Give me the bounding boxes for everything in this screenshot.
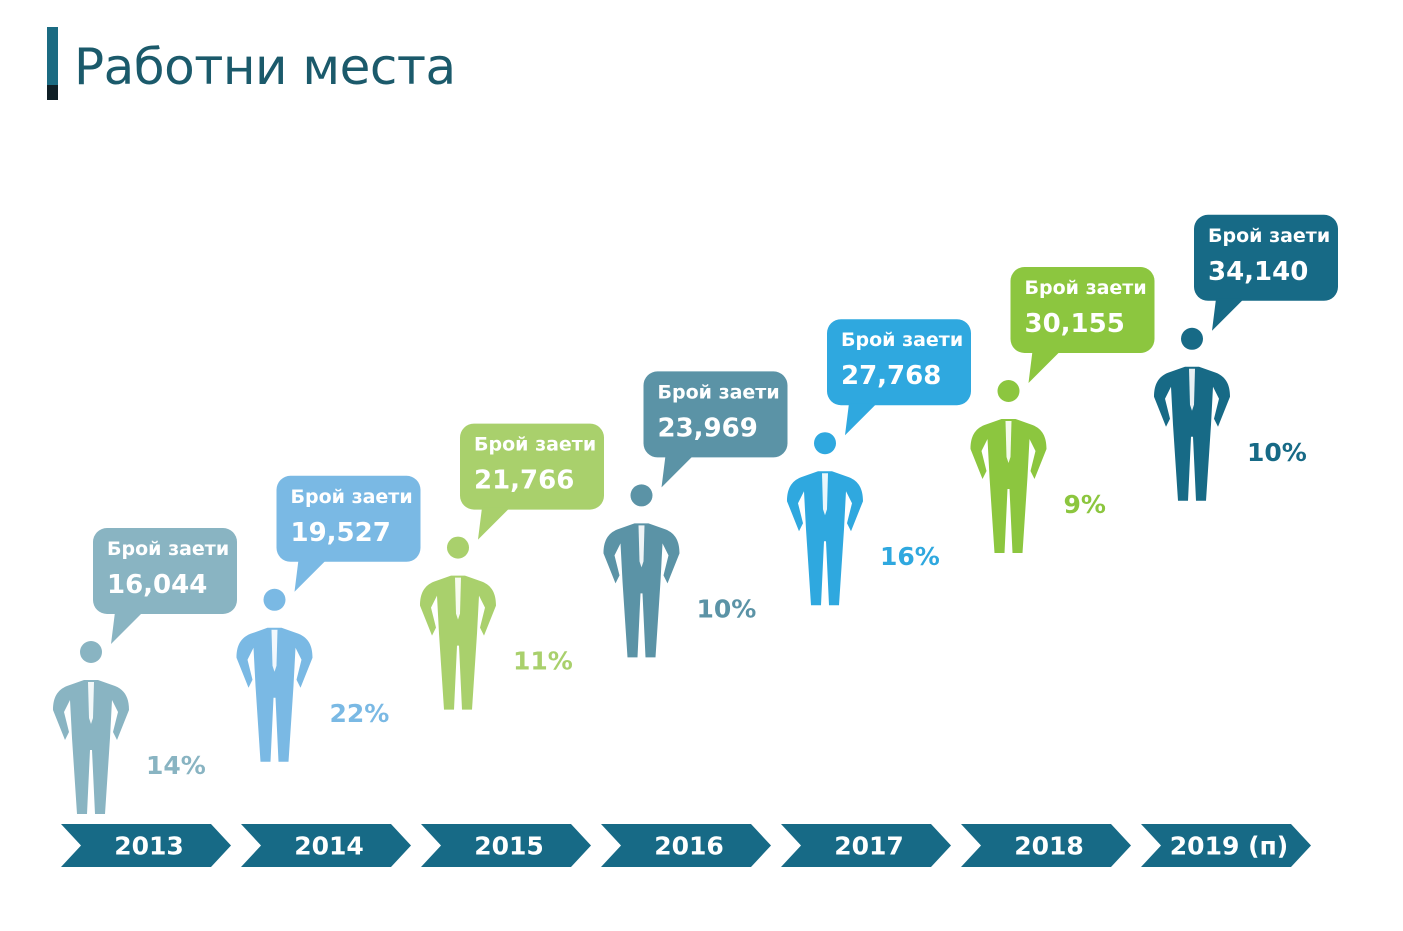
person-figure-2019 xyxy=(1154,327,1230,501)
year-arrow-2017 xyxy=(781,824,951,867)
employed-value-2014: 19,527 xyxy=(291,518,391,548)
employed-value-2018: 30,155 xyxy=(1025,309,1125,339)
speech-bubble-2014: Брой заети 19,527 xyxy=(276,475,421,592)
year-label-2013: 2013 xyxy=(114,832,184,861)
growth-label-2014: 22% xyxy=(330,699,390,728)
employed-value-2019: 34,140 xyxy=(1208,257,1308,287)
year-arrow-2018 xyxy=(961,824,1131,867)
year-arrow-2015 xyxy=(421,824,591,867)
person-figure-2017 xyxy=(787,432,863,606)
growth-label-2013: 14% xyxy=(146,751,206,780)
speech-bubble-2015: Брой заети 21,766 xyxy=(460,423,604,540)
growth-label-2018: 9% xyxy=(1064,490,1106,519)
speech-bubble-2019: Брой заети 34,140 xyxy=(1194,214,1338,331)
speech-bubble-2017: Брой заети 27,768 xyxy=(827,319,971,436)
page-title: Работни места xyxy=(74,38,456,96)
bubble-label-2017: Брой заети xyxy=(841,329,963,351)
employed-value-2016: 23,969 xyxy=(658,413,758,443)
year-label-2014: 2014 xyxy=(294,832,364,861)
growth-label-2017: 16% xyxy=(880,542,940,571)
bubble-label-2016: Брой заети xyxy=(658,381,780,403)
year-label-2016: 2016 xyxy=(654,832,724,861)
person-figure-2013 xyxy=(53,641,129,814)
bubble-label-2014: Брой заети xyxy=(291,486,413,508)
year-arrow-2013 xyxy=(61,824,231,867)
employed-value-2015: 21,766 xyxy=(474,466,574,496)
growth-label-2015: 11% xyxy=(513,647,573,676)
person-figure-2016 xyxy=(603,484,680,658)
year-arrow-2016 xyxy=(601,824,771,867)
year-arrow-2019 xyxy=(1141,824,1311,867)
bubble-label-2018: Брой заети xyxy=(1025,277,1147,299)
employed-value-2017: 27,768 xyxy=(841,361,941,391)
title-accent-bar xyxy=(47,27,58,100)
year-label-2018: 2018 xyxy=(1014,832,1084,861)
person-figure-2014 xyxy=(236,588,313,762)
person-figure-2018 xyxy=(970,380,1047,553)
employed-value-2013: 16,044 xyxy=(107,570,207,600)
growth-label-2019: 10% xyxy=(1247,438,1307,467)
speech-bubble-2016: Брой заети 23,969 xyxy=(643,371,788,488)
bubble-label-2015: Брой заети xyxy=(474,434,596,456)
growth-label-2016: 10% xyxy=(697,594,757,623)
bubble-label-2019: Брой заети xyxy=(1208,225,1330,247)
year-label-2019: 2019 (п) xyxy=(1170,832,1288,861)
speech-bubble-2013: Брой заети 16,044 xyxy=(93,528,237,644)
speech-bubble-2018: Брой заети 30,155 xyxy=(1010,267,1155,383)
person-figure-2015 xyxy=(420,536,496,710)
year-label-2017: 2017 xyxy=(834,832,904,861)
year-label-2015: 2015 xyxy=(474,832,544,861)
bubble-label-2013: Брой заети xyxy=(107,538,229,560)
year-arrow-2014 xyxy=(241,824,411,867)
